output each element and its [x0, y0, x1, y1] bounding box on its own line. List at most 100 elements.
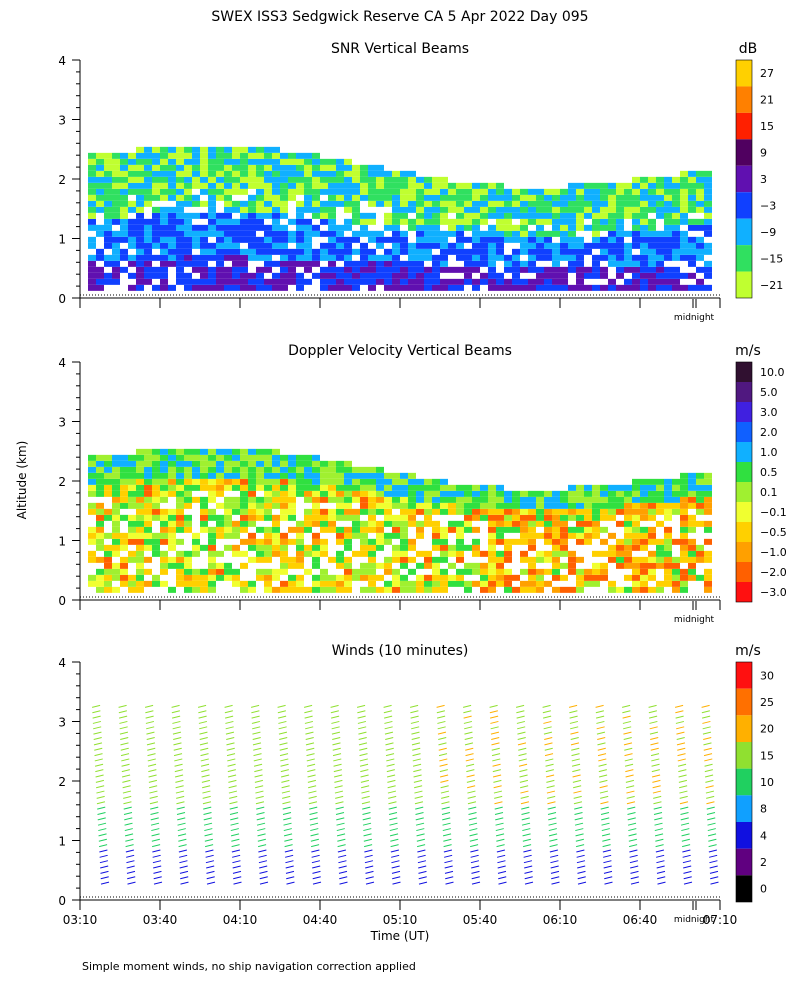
colorbar-swatch [736, 60, 752, 87]
y-tick-label: 0 [58, 292, 66, 306]
x-tick-label: 05:40 [463, 913, 498, 927]
y-tick-label: 2 [58, 775, 66, 789]
y-tick-label: 3 [58, 416, 66, 430]
colorbar-swatch [736, 271, 752, 298]
colorbar-label: 25 [760, 696, 774, 709]
x-tick-label: 04:10 [223, 913, 258, 927]
y-tick-label: 1 [58, 835, 66, 849]
colorbar-swatch [736, 462, 752, 482]
x-tick-label: 05:10 [383, 913, 418, 927]
colorbar-label: −1.0 [760, 546, 787, 559]
colorbar-swatch [736, 502, 752, 522]
x-tick-label: 06:10 [543, 913, 578, 927]
colorbar-frame [735, 661, 753, 903]
colorbar-label: 8 [760, 803, 767, 816]
y-tick-label: 4 [58, 54, 66, 68]
colorbar-swatch [736, 768, 752, 796]
colorbar-unit: dB [739, 41, 758, 57]
colorbar-swatch [736, 192, 752, 219]
colorbar-label: 10 [760, 776, 774, 789]
colorbar-swatch [736, 848, 752, 876]
y-tick-label: 0 [58, 594, 66, 608]
panel-title: Winds (10 minutes) [332, 643, 469, 659]
colorbar-label: 0.1 [760, 486, 778, 499]
colorbar-swatch [736, 382, 752, 402]
y-axis-label: Altitude (km) [15, 441, 29, 520]
colorbar-swatch [736, 795, 752, 822]
y-tick-label: 2 [58, 475, 66, 489]
y-tick-label: 0 [58, 894, 66, 908]
colorbar-swatch [736, 875, 752, 902]
colorbar-label: 4 [760, 829, 767, 842]
colorbar-swatch [736, 482, 752, 502]
colorbar-label: 3.0 [760, 406, 778, 419]
colorbar-swatch [736, 402, 752, 422]
x-axis-label: Time (UT) [370, 929, 430, 943]
colorbar-swatch [736, 582, 752, 602]
y-tick-label: 3 [58, 114, 66, 128]
colorbar-swatch [736, 112, 752, 140]
y-tick-label: 4 [58, 656, 66, 670]
colorbar-label: −15 [760, 252, 783, 265]
colorbar-label: 10.0 [760, 366, 785, 379]
panel-title: SNR Vertical Beams [331, 41, 469, 57]
colorbar-unit: m/s [735, 643, 761, 659]
colorbar-swatch [736, 688, 752, 716]
colorbar-swatch [736, 822, 752, 849]
colorbar-label: 15 [760, 749, 774, 762]
panel-field [88, 146, 712, 291]
panel-field [91, 704, 719, 885]
panel-1: SNR Vertical Beams 0 1 2 3 4 midnight 27 21 15 9 3 −… [58, 41, 783, 323]
colorbar-label: −3.0 [760, 586, 787, 599]
x-tick-label: 04:40 [303, 913, 338, 927]
colorbar-swatch [736, 715, 752, 742]
colorbar-label: 27 [760, 67, 774, 80]
colorbar-swatch [736, 218, 752, 246]
colorbar-swatch [736, 245, 752, 272]
y-tick-label: 3 [58, 716, 66, 730]
colorbar-label: 20 [760, 723, 774, 736]
colorbar-label: 0 [760, 883, 767, 896]
colorbar-label: 3 [760, 173, 767, 186]
colorbar-swatch [736, 422, 752, 442]
colorbar-label: −21 [760, 279, 783, 292]
colorbar-label: 1.0 [760, 446, 778, 459]
x-tick-label: 03:40 [143, 913, 178, 927]
colorbar-label: −3 [760, 199, 776, 212]
colorbar-swatch [736, 139, 752, 166]
colorbar-unit: m/s [735, 343, 761, 359]
colorbar-swatch [736, 442, 752, 462]
midnight-label: midnight [674, 615, 715, 625]
colorbar-label: 2 [760, 856, 767, 869]
colorbar-swatch [736, 562, 752, 582]
colorbar-label: −0.5 [760, 526, 787, 539]
y-tick-label: 1 [58, 535, 66, 549]
colorbar-label: −2.0 [760, 566, 787, 579]
colorbar-frame [735, 59, 753, 299]
x-tick-label: 06:40 [623, 913, 658, 927]
x-tick-label: 03:10 [63, 913, 98, 927]
panel-2: Doppler Velocity Vertical Beams 0 1 2 3 4 midn… [58, 343, 786, 625]
colorbar-label: 2.0 [760, 426, 778, 439]
midnight-label: midnight [674, 313, 715, 323]
y-tick-label: 4 [58, 356, 66, 370]
colorbar-swatch [736, 742, 752, 769]
y-tick-label: 2 [58, 173, 66, 187]
colorbar-label: −0.1 [760, 506, 787, 519]
colorbar-label: 0.5 [760, 466, 778, 479]
colorbar-label: −9 [760, 226, 776, 239]
colorbar-frame [735, 361, 753, 603]
colorbar-swatch [736, 542, 752, 562]
colorbar-swatch [736, 86, 752, 113]
colorbar-label: 30 [760, 669, 774, 682]
colorbar-swatch [736, 165, 752, 193]
midnight-label: midnight [674, 915, 715, 925]
colorbar-label: 15 [760, 120, 774, 133]
colorbar-swatch [736, 662, 752, 689]
panel-title: Doppler Velocity Vertical Beams [288, 343, 512, 359]
colorbar-label: 21 [760, 94, 774, 107]
colorbar-swatch [736, 522, 752, 542]
x-tick-label: 07:10 [703, 913, 738, 927]
